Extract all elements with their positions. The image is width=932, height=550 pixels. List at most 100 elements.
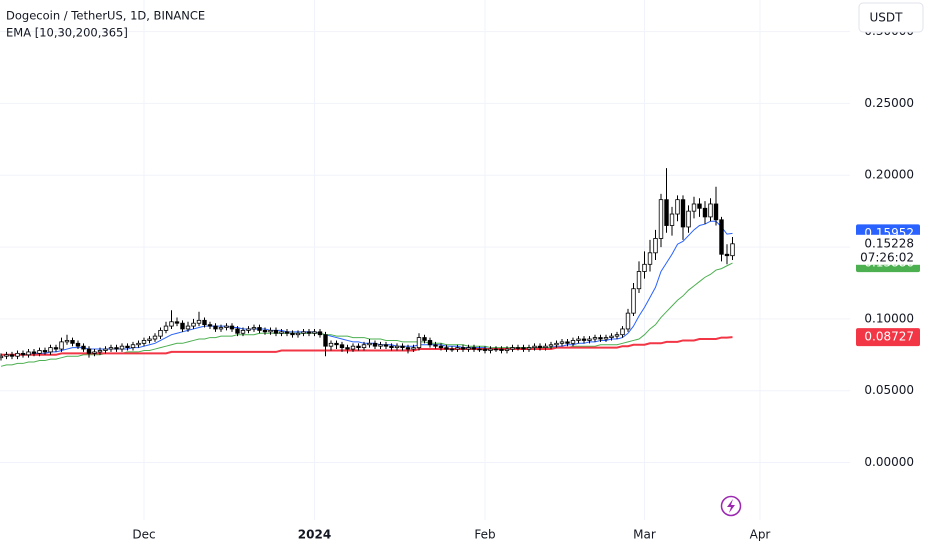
- x-tick-label: Apr: [750, 528, 771, 542]
- candle-body: [680, 199, 686, 228]
- candle-body: [719, 219, 724, 255]
- candle-body: [581, 338, 587, 341]
- candle-body: [37, 350, 42, 354]
- candle-body: [136, 342, 141, 346]
- candle-body: [466, 347, 471, 350]
- currency-button[interactable]: USDT: [858, 2, 924, 33]
- candle-body: [647, 252, 653, 265]
- candle-body: [427, 340, 433, 346]
- flash-icon-bolt[interactable]: [727, 499, 735, 513]
- indicator-legend: EMA [10,30,200,365]: [6, 26, 128, 40]
- candle-body: [70, 340, 75, 344]
- candle-body: [119, 345, 125, 350]
- y-tick-label: 0.25000: [864, 96, 914, 110]
- candle-body: [708, 203, 713, 218]
- candle-body: [378, 344, 383, 347]
- y-tick-label: 0.20000: [864, 168, 914, 182]
- candle-body: [290, 332, 295, 336]
- candle-body: [268, 329, 273, 333]
- plot: [0, 168, 735, 367]
- countdown-label: 07:26:02: [860, 250, 914, 264]
- candle-body: [262, 329, 268, 333]
- flash-icon[interactable]: [720, 495, 742, 517]
- candle-body: [543, 345, 548, 349]
- candle-body: [152, 335, 158, 340]
- candle-body: [75, 342, 81, 347]
- candle-body: [185, 325, 191, 330]
- candle-body: [15, 352, 20, 357]
- grid: [0, 0, 850, 520]
- candle-body: [532, 345, 537, 349]
- candle-body: [334, 342, 339, 346]
- candle-body: [697, 203, 702, 209]
- candle-body: [218, 327, 224, 330]
- ema-line: [1, 336, 733, 356]
- candle-body: [0, 355, 4, 359]
- candle-body: [328, 342, 334, 347]
- candle-body: [598, 337, 603, 340]
- ema-price-label: 0.08727: [864, 330, 914, 344]
- candle-body: [279, 331, 284, 334]
- candle-body: [422, 337, 427, 341]
- currency-button-label[interactable]: USDT: [870, 11, 904, 25]
- candle-body: [455, 347, 460, 350]
- candle-body: [510, 347, 515, 350]
- candle-body: [180, 322, 185, 330]
- candle-body: [669, 213, 675, 226]
- candle-body: [554, 342, 559, 346]
- candle-body: [86, 348, 92, 354]
- candle-body: [449, 348, 455, 351]
- candle-body: [724, 253, 730, 257]
- candle-body: [350, 345, 356, 350]
- currency-button-frame[interactable]: [858, 2, 924, 33]
- candle-body: [295, 332, 301, 336]
- candle-body: [548, 344, 554, 347]
- candle-body: [141, 340, 147, 344]
- candle-body: [576, 338, 581, 341]
- candle-body: [383, 344, 389, 347]
- candle-body: [9, 354, 15, 357]
- candle-body: [191, 322, 196, 327]
- candle-body: [301, 331, 306, 334]
- candle-body: [526, 347, 532, 350]
- candle-body: [713, 203, 719, 221]
- candle-body: [169, 321, 174, 327]
- candle-body: [493, 348, 499, 351]
- candle-body: [460, 347, 466, 350]
- x-tick-label: 2024: [298, 528, 331, 542]
- candle-body: [559, 341, 565, 344]
- candle-body: [702, 207, 708, 218]
- candle-body: [196, 319, 202, 324]
- candle-body: [620, 328, 625, 336]
- ema-price-box: [856, 328, 920, 347]
- candle-body: [235, 328, 240, 334]
- x-tick-label: Dec: [132, 528, 155, 542]
- candle-body: [64, 340, 70, 343]
- candle-body: [48, 347, 53, 353]
- candle-body: [592, 337, 598, 340]
- y-tick-label: 0.00000: [864, 455, 914, 469]
- candle-body: [587, 338, 592, 341]
- candle-body: [345, 347, 350, 350]
- y-tick-label: 0.05000: [864, 383, 914, 397]
- candle-body: [372, 342, 378, 347]
- candle-body: [636, 271, 642, 290]
- candle-body: [405, 347, 411, 350]
- y-tick-label: 0.10000: [864, 311, 914, 325]
- candle-body: [158, 329, 163, 337]
- candle-body: [312, 331, 317, 334]
- candle-body: [691, 203, 697, 212]
- x-tick-label: Feb: [474, 528, 495, 542]
- candle-body: [317, 331, 323, 336]
- candle-body: [130, 344, 136, 349]
- candle-body: [686, 210, 691, 228]
- candle-body: [730, 243, 735, 257]
- candle-body: [240, 329, 246, 334]
- candle-body: [625, 312, 631, 330]
- candle-body: [339, 344, 345, 349]
- candle-body: [81, 345, 86, 350]
- candle-body: [229, 325, 235, 330]
- candle-body: [433, 344, 438, 347]
- candle-body: [482, 348, 488, 351]
